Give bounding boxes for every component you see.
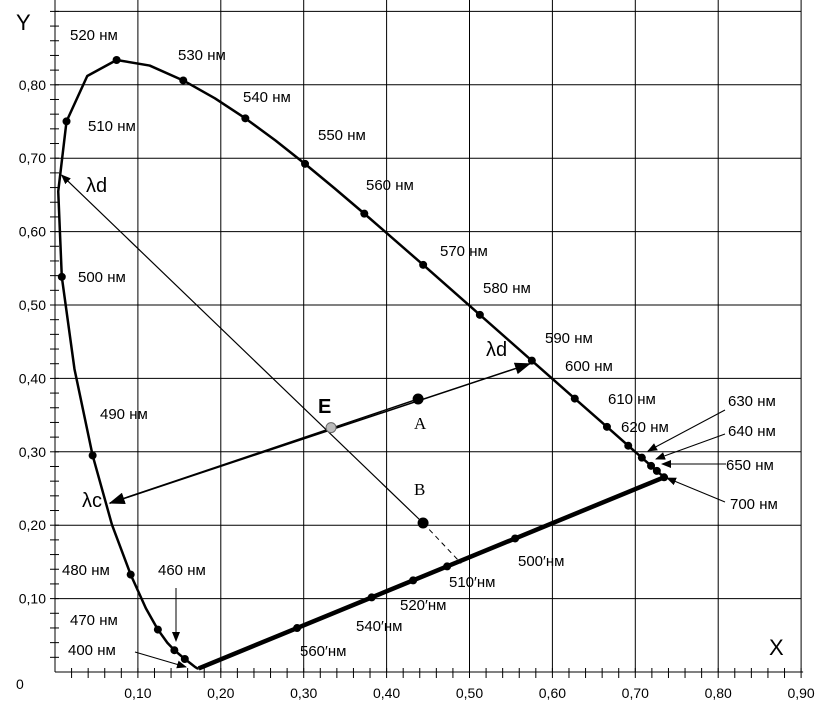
x-tick-label: 0,20 xyxy=(207,685,234,701)
y-tick-label: 0,10 xyxy=(19,591,46,607)
y-tick-label: 0,80 xyxy=(19,77,46,93)
label-E: E xyxy=(318,396,331,418)
locus-point-640 xyxy=(647,461,656,470)
locus-point-480 xyxy=(126,570,135,579)
locus-point-570 xyxy=(419,260,428,269)
dashed-extension-B xyxy=(422,522,462,564)
grid xyxy=(55,0,802,672)
locus-point-700 xyxy=(660,473,669,482)
arrow-630 xyxy=(647,409,726,452)
locus-label-400: 400 нм xyxy=(68,642,116,659)
locus-point-490 xyxy=(88,451,97,460)
locus-point-590 xyxy=(527,356,536,365)
purple-point xyxy=(367,593,376,602)
locus-label-540: 540 нм xyxy=(243,89,291,106)
y-tick-label: 0,70 xyxy=(19,150,46,166)
y-tick-label: 0,60 xyxy=(19,224,46,240)
locus-point-630 xyxy=(637,453,646,462)
locus-label-630: 630 нм xyxy=(728,393,776,410)
purple-label: 520′нм xyxy=(400,597,446,614)
y-axis-title: Y xyxy=(16,10,31,35)
locus-point-520 xyxy=(112,55,121,64)
locus-point-510 xyxy=(62,117,71,126)
locus-point-550 xyxy=(301,159,310,168)
point-B xyxy=(417,517,429,529)
x-axis-title: X xyxy=(769,635,784,660)
locus-point-600 xyxy=(570,394,579,403)
locus-label-470: 470 нм xyxy=(70,612,118,629)
x-tick-label: 0,90 xyxy=(787,685,814,701)
y-tick-label: 0,40 xyxy=(19,370,46,386)
label-lambda-c: λc xyxy=(82,490,102,512)
purple-point xyxy=(511,534,520,543)
label-B: B xyxy=(414,480,425,499)
origin-label: 0 xyxy=(16,676,24,692)
arrow-640 xyxy=(655,433,726,460)
axes: 0,10 0,20 0,30 0,40 0,50 0,60 0,70 0,80 0,90 0,10… xyxy=(16,0,815,701)
locus-label-460: 460 нм xyxy=(158,562,206,579)
purple-line xyxy=(197,475,665,671)
locus-label-530: 530 нм xyxy=(178,47,226,64)
x-tick-label: 0,10 xyxy=(124,685,151,701)
y-tick-label: 0,30 xyxy=(19,444,46,460)
locus-label-480: 480 нм xyxy=(62,562,110,579)
x-tick-label: 0,50 xyxy=(456,685,483,701)
marks xyxy=(56,55,726,671)
locus-label-510: 510 нм xyxy=(88,118,136,135)
locus-point-650 xyxy=(652,466,661,475)
locus-point-540 xyxy=(241,114,250,123)
label-lambda-d-B: λd xyxy=(86,175,107,197)
dominant-line-B xyxy=(60,174,424,524)
x-tick-label: 0,40 xyxy=(373,685,400,701)
purple-point xyxy=(293,624,302,633)
purple-label: 540′нм xyxy=(356,618,402,635)
point-E xyxy=(325,422,337,434)
x-tick-label: 0,80 xyxy=(705,685,732,701)
locus-label-580: 580 нм xyxy=(483,280,531,297)
labels: 520 нм 530 нм 540 нм 550 нм 560 нм 570 нм 580 … xyxy=(62,27,778,660)
locus-label-600: 600 нм xyxy=(565,358,613,375)
x-tick-label: 0,30 xyxy=(290,685,317,701)
y-tick-label: 0,20 xyxy=(19,517,46,533)
purple-label: 510′нм xyxy=(449,574,495,591)
point-A xyxy=(412,393,424,405)
locus-point-470 xyxy=(153,625,162,634)
arrow-400 xyxy=(134,651,187,669)
label-A: A xyxy=(414,414,427,433)
locus-label-490: 490 нм xyxy=(100,406,148,423)
locus-label-560: 560 нм xyxy=(366,177,414,194)
locus-point-450 xyxy=(180,655,189,664)
purple-point xyxy=(409,576,418,585)
locus-point-620 xyxy=(624,441,633,450)
locus-point-560 xyxy=(360,209,369,218)
purple-point xyxy=(443,562,452,571)
purple-label: 500′нм xyxy=(518,553,564,570)
label-lambda-d-A: λd xyxy=(486,339,507,361)
arrow-700 xyxy=(666,477,726,503)
purple-label: 560′нм xyxy=(300,643,346,660)
locus-label-500: 500 нм xyxy=(78,269,126,286)
locus-point-530 xyxy=(179,76,188,85)
locus-label-590: 590 нм xyxy=(545,330,593,347)
locus-label-520: 520 нм xyxy=(70,27,118,44)
locus-label-640: 640 нм xyxy=(728,423,776,440)
complementary-line-A xyxy=(108,398,419,505)
locus-label-610: 610 нм xyxy=(608,391,656,408)
locus-label-620: 620 нм xyxy=(621,419,669,436)
locus-point-580 xyxy=(475,310,484,319)
locus-label-550: 550 нм xyxy=(318,127,366,144)
locus-label-570: 570 нм xyxy=(440,243,488,260)
locus-label-700: 700 нм xyxy=(730,496,778,513)
locus-point-460 xyxy=(170,646,179,655)
locus-point-610 xyxy=(602,422,611,431)
x-tick-label: 0,60 xyxy=(539,685,566,701)
locus-point-500 xyxy=(57,272,66,281)
y-tick-label: 0,50 xyxy=(19,297,46,313)
locus-label-650: 650 нм xyxy=(726,457,774,474)
x-tick-label: 0,70 xyxy=(622,685,649,701)
